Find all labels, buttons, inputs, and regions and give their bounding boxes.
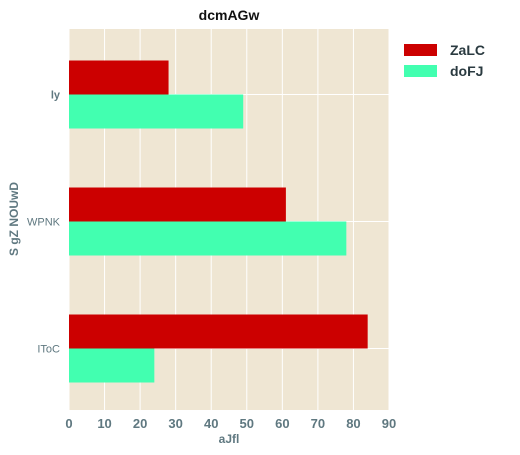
- x-tick-label: 20: [133, 416, 147, 431]
- x-tick-label: 60: [275, 416, 289, 431]
- y-tick-labels: ly WPNK IToC: [27, 90, 61, 356]
- x-tick-label: 30: [168, 416, 182, 431]
- y-tick-label: ly: [51, 90, 61, 102]
- y-tick-label: WPNK: [27, 217, 61, 229]
- bar-dofj-itoc: [69, 348, 155, 383]
- chart-title: dcmAGw: [199, 7, 260, 23]
- x-tick-labels: 0 10 20 30 40 50 60 70 80 90: [65, 416, 396, 431]
- bar-zalc-itoc: [69, 314, 368, 349]
- x-tick-label: 70: [311, 416, 325, 431]
- bar-zalc-wpnk: [69, 187, 286, 222]
- bar-dofj-ly: [69, 94, 244, 129]
- x-tick-label: 40: [204, 416, 218, 431]
- legend-label-zalc: ZaLC: [450, 42, 485, 58]
- x-tick-label: 90: [382, 416, 396, 431]
- y-tick-label: IToC: [37, 344, 60, 356]
- bars: [69, 60, 368, 383]
- y-axis-label: S gZ NOUwD: [7, 182, 21, 256]
- legend: ZaLC doFJ: [404, 42, 485, 79]
- x-tick-label: 0: [65, 416, 72, 431]
- x-tick-label: 10: [97, 416, 111, 431]
- x-axis-label: aJfl: [219, 432, 240, 446]
- bar-zalc-ly: [69, 60, 169, 95]
- legend-swatch-zalc: [404, 44, 437, 56]
- x-tick-label: 50: [240, 416, 254, 431]
- x-tick-label: 80: [346, 416, 360, 431]
- legend-label-dofj: doFJ: [450, 63, 483, 79]
- legend-swatch-dofj: [404, 65, 437, 77]
- bar-dofj-wpnk: [69, 221, 347, 256]
